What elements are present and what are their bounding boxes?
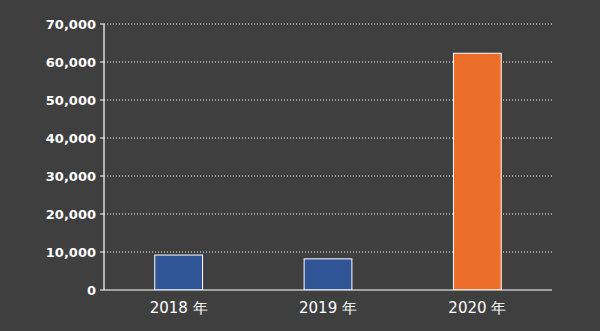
bar [304,259,352,290]
x-tick-label: 2019 年 [299,299,357,317]
y-axis-line [103,24,104,290]
bar [453,53,501,290]
x-tick-label: 2018 年 [150,299,208,317]
x-tick-label: 2020 年 [448,299,506,317]
bar [155,255,203,290]
chart-container: 0 10,000 20,000 30,000 40,000 50,000 60,000 70,… [0,0,600,331]
y-tick-label: 30,000 [46,169,96,184]
bars [155,53,501,290]
y-tick-label: 0 [87,283,96,298]
x-tick-labels: 2018 年 2019 年 2020 年 [150,299,507,317]
y-tick-label: 60,000 [46,55,96,70]
y-tick-label: 10,000 [46,245,96,260]
y-tick-label: 40,000 [46,131,96,146]
y-tick-label: 70,000 [46,17,96,32]
chart-svg: 0 10,000 20,000 30,000 40,000 50,000 60,000 70,… [0,0,600,331]
grid-line [104,24,552,25]
x-axis-line [104,289,552,290]
y-tick-label: 50,000 [46,93,96,108]
background [0,0,600,331]
y-tick-label: 20,000 [46,207,96,222]
y-tick-labels: 0 10,000 20,000 30,000 40,000 50,000 60,000 70,… [46,17,104,298]
